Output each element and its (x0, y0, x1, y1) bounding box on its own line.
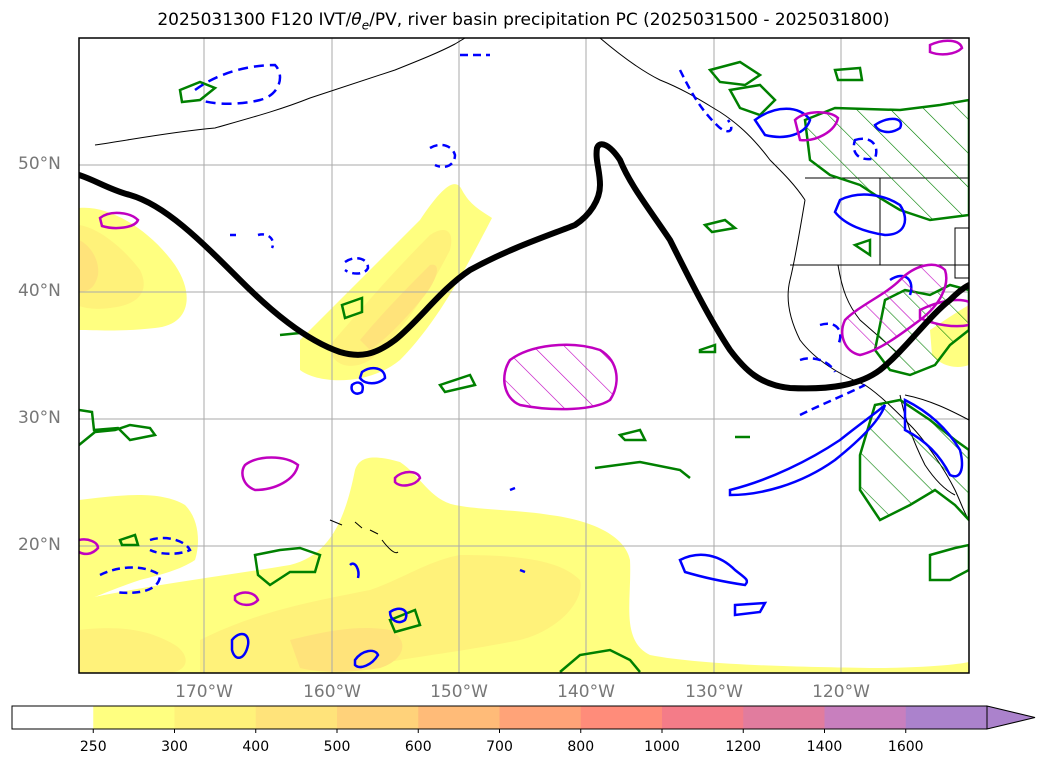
trough-line (79, 141, 969, 392)
colorbar-segment (337, 706, 419, 729)
colorbar-tick-label: 250 (79, 739, 107, 755)
lon-label-150w: 150°W (430, 682, 488, 702)
colorbar-segment (824, 706, 907, 729)
colorbar-tick-label: 800 (567, 739, 595, 755)
colorbar-tick-label: 300 (161, 739, 188, 755)
lon-label-170w: 170°W (175, 682, 233, 702)
lon-label-120w: 120°W (812, 682, 870, 702)
lon-label-140w: 140°W (557, 682, 615, 702)
colorbar-tick-label: 400 (242, 739, 270, 755)
colorbar-segment (905, 706, 988, 729)
colorbar-extend-arrow (986, 705, 1036, 730)
map-frame (78, 37, 970, 674)
lon-label-160w: 160°W (303, 682, 361, 702)
theta-contours (99, 53, 964, 669)
colorbar-segment (580, 706, 663, 729)
colorbar (11, 705, 1036, 733)
colorbar-tick-label: 1600 (887, 739, 924, 755)
lon-label-130w: 130°W (685, 682, 743, 702)
colorbar-tick-label: 500 (323, 739, 351, 755)
lat-label-50n: 50°N (18, 154, 61, 174)
colorbar-segment (12, 706, 94, 729)
colorbar-tick-label: 1000 (644, 739, 680, 755)
colorbar-tick-label: 1400 (806, 739, 843, 755)
ivt-shading (79, 184, 969, 673)
colorbar-segment (662, 706, 744, 729)
colorbar-segment (93, 706, 175, 729)
colorbar-tick-label: 600 (404, 739, 432, 755)
colorbar-tick-label: 700 (486, 739, 513, 755)
colorbar-segment (174, 706, 257, 729)
colorbar-tick-label: 1200 (725, 739, 762, 755)
map-title: 2025031300 F120 IVT/θe/PV, river basin p… (157, 10, 890, 33)
colorbar-segment (499, 706, 582, 729)
graticule (79, 38, 969, 673)
colorbar-segment (255, 706, 338, 729)
lat-label-30n: 30°N (18, 408, 61, 428)
colorbar-segment (418, 706, 500, 729)
lat-label-20n: 20°N (18, 535, 61, 555)
precip-contours (79, 39, 969, 607)
lat-label-40n: 40°N (18, 281, 61, 301)
colorbar-segment (743, 706, 825, 729)
